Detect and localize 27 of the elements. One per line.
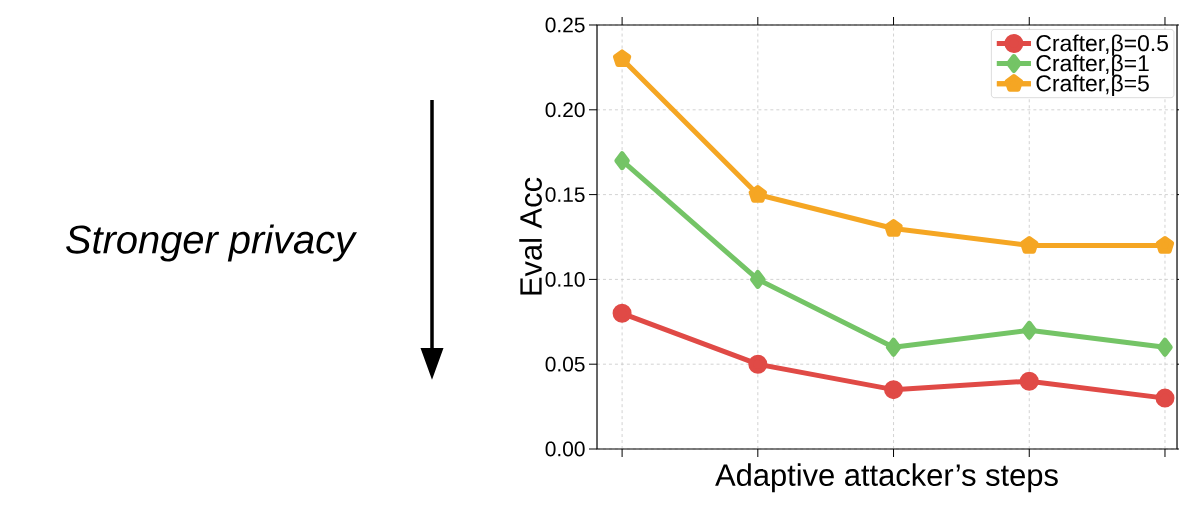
y-tick-label: 0.25 — [545, 17, 585, 33]
legend-label: Crafter,β=0.5 — [1036, 34, 1168, 56]
point — [748, 354, 768, 374]
point — [1157, 337, 1173, 357]
point — [750, 269, 766, 289]
point — [614, 151, 630, 171]
point — [884, 219, 903, 237]
y-tick-label: 0.05 — [545, 356, 585, 372]
point — [612, 49, 632, 68]
text: Stronger privacy — [66, 224, 357, 262]
point — [1020, 235, 1039, 254]
point — [1021, 320, 1037, 340]
y-tick-label: 0.10 — [545, 271, 585, 287]
y-tick-label: 0.00 — [545, 441, 585, 457]
point — [612, 303, 632, 323]
x-axis-title: Adaptive attacker’s steps — [715, 463, 1058, 493]
y-axis-title: Eval Acc — [519, 177, 542, 295]
point — [1155, 235, 1175, 254]
legend-label: Crafter,β=5 — [1036, 74, 1149, 96]
y-tick-label: 0.15 — [545, 187, 585, 202]
legend-label: Crafter,β=1 — [1036, 54, 1149, 76]
point — [1019, 371, 1039, 391]
point — [748, 185, 767, 203]
point — [884, 380, 904, 400]
point — [1155, 388, 1175, 408]
y-tick-label: 0.20 — [545, 102, 585, 118]
point — [885, 337, 902, 357]
